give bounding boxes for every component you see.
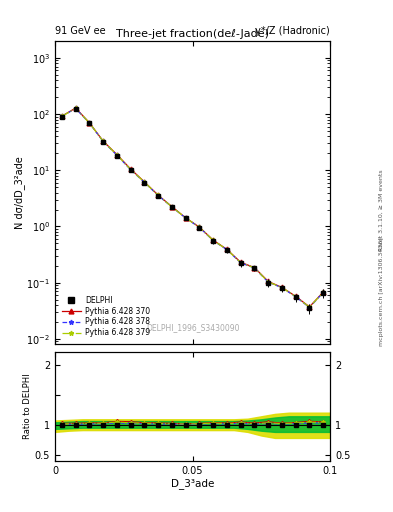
Text: Rivet 3.1.10, ≥ 3M events: Rivet 3.1.10, ≥ 3M events [379,169,384,251]
Y-axis label: Ratio to DELPHI: Ratio to DELPHI [23,374,32,439]
Text: 91 GeV ee: 91 GeV ee [55,26,106,36]
X-axis label: D_3³ade: D_3³ade [171,478,214,489]
Title: Three-jet fraction(deℓ-Jade): Three-jet fraction(deℓ-Jade) [116,29,269,39]
Text: γ*/Z (Hadronic): γ*/Z (Hadronic) [255,26,330,36]
Text: mcplots.cern.ch [arXiv:1306.3436]: mcplots.cern.ch [arXiv:1306.3436] [379,238,384,346]
Text: DELPHI_1996_S3430090: DELPHI_1996_S3430090 [146,323,239,332]
Legend: DELPHI, Pythia 6.428 370, Pythia 6.428 378, Pythia 6.428 379: DELPHI, Pythia 6.428 370, Pythia 6.428 3… [59,292,153,340]
Y-axis label: N dσ/dD_3²ade: N dσ/dD_3²ade [14,156,25,229]
